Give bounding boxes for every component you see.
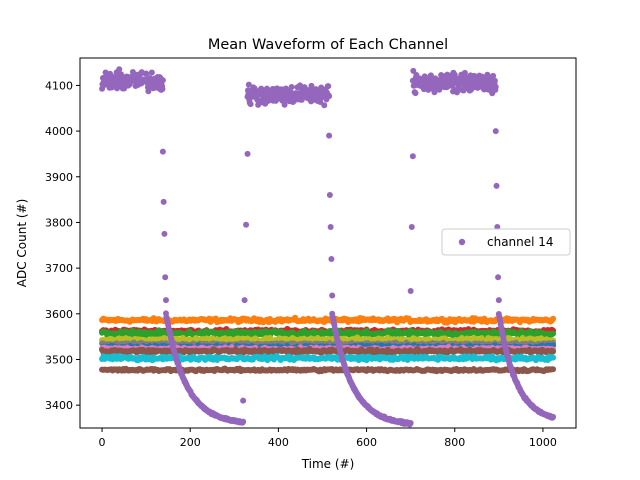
legend-label: channel 14 xyxy=(487,235,554,249)
channel-14-point xyxy=(161,230,168,237)
channel-14-point xyxy=(490,72,497,79)
channel-14-point xyxy=(410,67,417,74)
channel-14-point xyxy=(409,153,416,160)
channel-14-point xyxy=(243,221,250,228)
y-axis-label: ADC Count (#) xyxy=(15,199,29,288)
channel-14-point xyxy=(308,82,315,89)
data-marks xyxy=(99,66,557,428)
y-tick-label: 3800 xyxy=(45,216,73,229)
channel-14-point xyxy=(461,69,468,76)
channel-14-point xyxy=(241,297,248,304)
channel-14-point xyxy=(162,297,169,304)
channel-14-point xyxy=(491,77,498,84)
channel-14-point xyxy=(160,198,167,205)
channel-14-point xyxy=(492,128,499,135)
legend-box xyxy=(441,228,571,256)
x-tick-label: 800 xyxy=(444,436,465,449)
x-axis: 0 200 400 600 800 1000 xyxy=(99,428,557,449)
channel-14-point xyxy=(427,72,434,79)
channel-14-point xyxy=(240,397,247,404)
channel-14-point xyxy=(328,255,335,262)
x-tick-label: 1000 xyxy=(529,436,557,449)
channel-14-point xyxy=(148,69,155,76)
channel-14-point xyxy=(159,148,166,155)
channel-14-point xyxy=(408,224,415,231)
channel-14-point xyxy=(145,88,152,95)
channel-14-point xyxy=(244,150,251,157)
channel-14-point xyxy=(325,83,332,90)
flat-series-9-point xyxy=(550,366,557,373)
channel-14-point xyxy=(321,102,328,109)
flat-series-0-point xyxy=(550,315,557,322)
channel-14-point xyxy=(159,86,166,93)
channel-14-point xyxy=(240,418,247,425)
x-axis-label: Time (#) xyxy=(301,457,355,471)
channel-14-point xyxy=(550,413,557,420)
channel-14-point xyxy=(407,287,414,294)
x-tick-label: 400 xyxy=(268,436,289,449)
flat-series-7-point xyxy=(550,348,557,355)
channel-14-point xyxy=(281,101,288,108)
x-tick-label: 0 xyxy=(99,436,106,449)
channel-14-point xyxy=(329,292,336,299)
y-tick-label: 3900 xyxy=(45,171,73,184)
x-tick-label: 200 xyxy=(180,436,201,449)
channel-14-point xyxy=(326,192,333,199)
y-axis: 3400 3500 3600 3700 3800 3900 4000 4100 xyxy=(45,79,80,412)
channel-14-point xyxy=(143,70,150,77)
channel-14-point xyxy=(162,274,169,281)
channel-14-point xyxy=(453,89,460,96)
flat-series-8-point xyxy=(550,354,557,361)
y-tick-label: 3500 xyxy=(45,353,73,366)
y-tick-label: 3700 xyxy=(45,262,73,275)
y-tick-label: 4000 xyxy=(45,125,73,138)
channel-14-point xyxy=(495,274,502,281)
channel-14-point xyxy=(245,81,252,88)
channel-14-point xyxy=(326,93,333,100)
channel-14-point xyxy=(327,224,334,231)
flat-series-2-point xyxy=(550,330,557,337)
channel-14-point xyxy=(288,84,295,91)
channel-14-point xyxy=(492,83,499,90)
y-tick-label: 3400 xyxy=(45,399,73,412)
plot-frame xyxy=(79,57,577,429)
channel-14-point xyxy=(412,90,419,97)
legend-marker xyxy=(458,238,466,246)
channel-14-point xyxy=(407,420,414,427)
legend: channel 14 xyxy=(441,228,571,256)
channel-14-point xyxy=(495,297,502,304)
chart-title: Mean Waveform of Each Channel xyxy=(208,37,448,53)
channel-14-point xyxy=(116,66,123,73)
channel-14-point xyxy=(159,77,166,84)
y-tick-label: 4100 xyxy=(45,79,73,92)
channel-14-point xyxy=(326,132,333,139)
channel-14-point xyxy=(493,182,500,189)
x-tick-label: 600 xyxy=(356,436,377,449)
channel-14-point xyxy=(247,101,254,108)
y-tick-label: 3600 xyxy=(45,308,73,321)
